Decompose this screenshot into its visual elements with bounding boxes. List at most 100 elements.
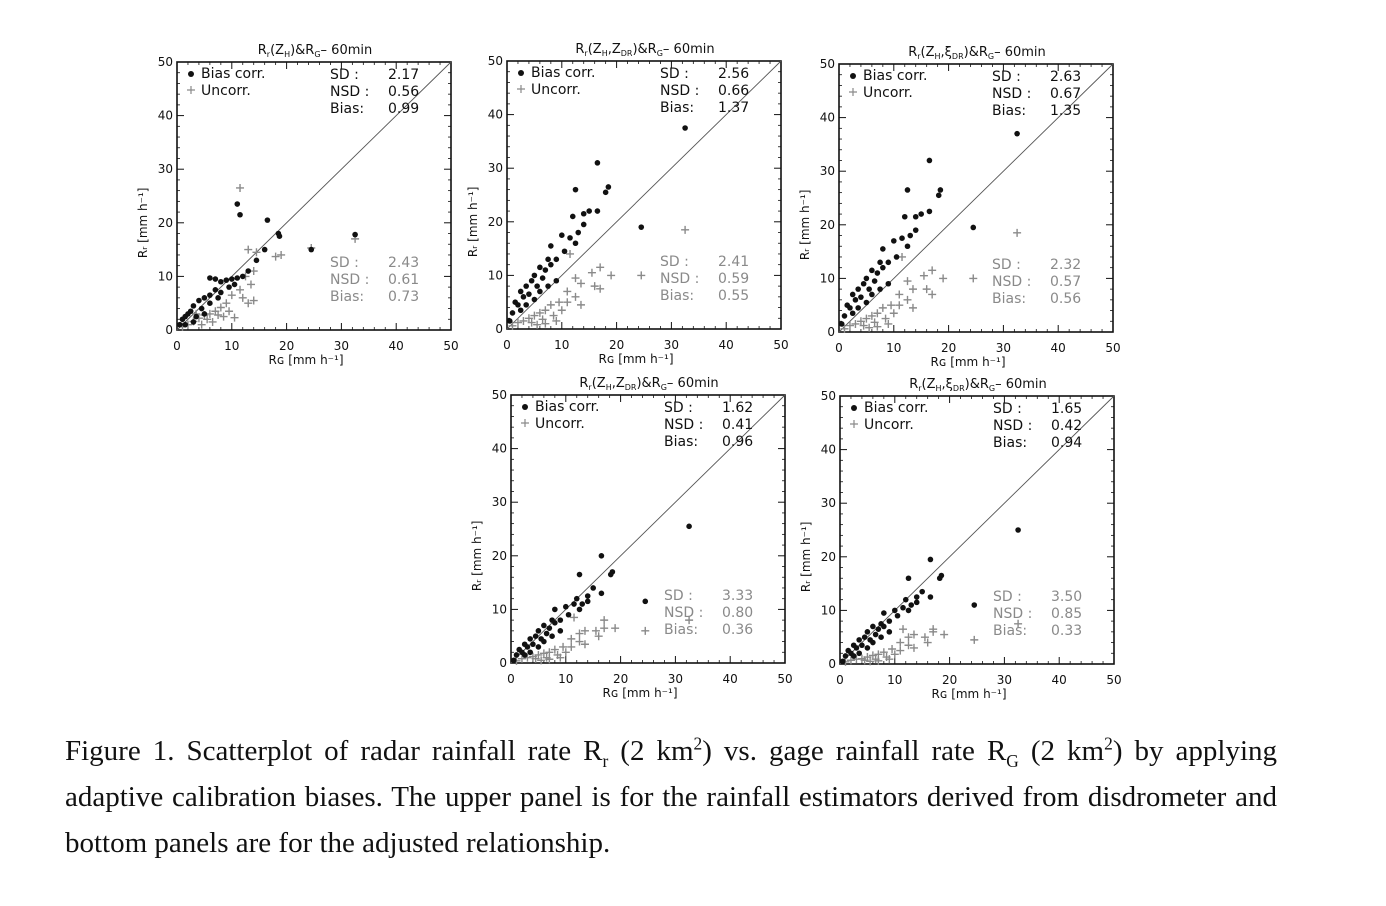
data-point-dot	[253, 257, 260, 264]
data-point-plus	[884, 319, 893, 328]
data-point-plus	[575, 629, 584, 638]
data-point-dot	[859, 642, 865, 649]
y-tick-label: 10	[820, 271, 835, 285]
data-point-dot	[531, 272, 538, 279]
data-point-plus	[571, 292, 580, 301]
y-tick-label: 10	[821, 603, 836, 617]
stat-label: NSD :	[993, 606, 1032, 622]
data-point-dot	[874, 270, 881, 276]
title-part-p2: ,Z	[612, 376, 625, 391]
x-tick-label: 20	[609, 338, 624, 352]
data-point-dot	[856, 650, 862, 657]
data-point-dot	[881, 610, 887, 616]
data-point-dot	[861, 634, 868, 640]
legend-label-bias-corr: Bias corr.	[864, 400, 929, 416]
data-point-plus	[236, 285, 245, 294]
data-point-dot	[541, 622, 547, 629]
data-point-plus	[845, 321, 854, 330]
data-point-dot	[839, 658, 846, 665]
data-point-dot	[548, 243, 554, 249]
data-point-plus	[889, 309, 898, 318]
stats-uncorr: SD : 2.41 NSD : 0.59 Bias: 0.55	[660, 254, 749, 304]
title-part-p3: )&R	[964, 45, 988, 60]
y-tick-label: 30	[820, 164, 835, 178]
data-point-plus	[870, 318, 879, 327]
data-point-dot	[590, 585, 596, 591]
series-bias-corr	[839, 527, 1021, 665]
data-point-plus	[222, 299, 231, 308]
data-point-dot	[198, 305, 205, 312]
x-tick-label: 10	[887, 673, 902, 687]
caption-sub-r: r	[602, 750, 609, 771]
data-point-dot	[537, 288, 543, 295]
x-tick-label: 10	[554, 338, 569, 352]
data-point-dot	[506, 318, 513, 324]
y-tick-label: 40	[492, 442, 507, 456]
caption-text-4: (2 km	[1018, 735, 1105, 767]
data-point-dot	[869, 267, 875, 274]
stat-value: 2.63	[1050, 69, 1081, 85]
legend-label-bias-corr: Bias corr.	[531, 65, 596, 81]
data-point-plus	[873, 309, 882, 318]
data-point-dot	[561, 248, 568, 255]
data-point-dot	[567, 235, 573, 241]
data-point-dot	[517, 307, 524, 314]
stat-label: SD :	[660, 66, 689, 82]
data-point-dot	[1015, 527, 1021, 533]
data-point-plus	[576, 279, 585, 288]
title-part-p4: – 60min	[663, 42, 715, 57]
data-point-plus	[545, 648, 554, 657]
data-point-dot	[900, 604, 906, 611]
data-point-plus	[970, 635, 979, 644]
stat-value: 0.67	[1050, 86, 1081, 102]
data-point-dot	[520, 294, 527, 300]
data-point-dot	[526, 291, 532, 297]
stat-label: NSD :	[992, 86, 1031, 102]
stat-label: Bias:	[330, 289, 364, 305]
data-point-dot	[234, 201, 241, 207]
data-point-dot	[905, 575, 912, 582]
scatter-panel-1: 0 10 20 30 40 50 0 10 20 30 40 50 Rr(ZH)&RG– 60min Rɢ…	[136, 43, 459, 367]
stat-label: NSD :	[993, 418, 1032, 434]
y-tick-label: 20	[492, 549, 507, 563]
legend: Bias corr.Uncorr.	[849, 68, 928, 101]
data-point-dot	[218, 289, 224, 296]
data-point-dot	[686, 523, 692, 530]
data-point-plus	[641, 626, 650, 635]
data-point-plus	[252, 248, 261, 257]
title-part-sub1: r	[584, 49, 588, 58]
data-point-dot	[546, 625, 553, 631]
plot-frame	[176, 61, 452, 331]
data-point-plus	[580, 626, 589, 635]
data-point-plus	[527, 318, 536, 327]
y-tick-label: 20	[820, 218, 835, 232]
x-tick-label: 40	[1052, 673, 1067, 687]
data-point-dot	[515, 302, 521, 308]
data-point-dot	[971, 602, 978, 608]
data-point-plus	[219, 312, 228, 321]
data-point-plus	[866, 657, 875, 666]
data-point-plus	[538, 315, 547, 324]
data-point-dot	[850, 653, 857, 659]
data-point-dot	[513, 652, 520, 658]
data-point-dot	[563, 603, 569, 610]
data-point-plus	[594, 632, 603, 641]
title-part-main: R	[579, 376, 588, 391]
title-part-p3: )&R	[965, 377, 989, 392]
caption-text-5: ) by applying adaptive calibration biase…	[65, 735, 1278, 859]
data-point-plus	[895, 290, 904, 299]
stat-label: SD :	[992, 257, 1021, 273]
stat-label: NSD :	[992, 274, 1031, 290]
data-point-plus	[567, 634, 576, 643]
series-bias-corr	[510, 523, 692, 664]
data-point-dot	[553, 277, 560, 284]
caption-sup-2a: 2	[693, 733, 703, 754]
data-point-plus	[969, 274, 978, 283]
y-tick-label: 40	[158, 109, 173, 123]
title-part-sub2: H	[935, 52, 941, 61]
x-tick-label: 0	[836, 673, 844, 687]
x-tick-label: 50	[773, 338, 788, 352]
data-point-plus	[559, 642, 568, 651]
x-tick-label: 20	[613, 672, 628, 686]
data-point-dot	[602, 189, 609, 196]
